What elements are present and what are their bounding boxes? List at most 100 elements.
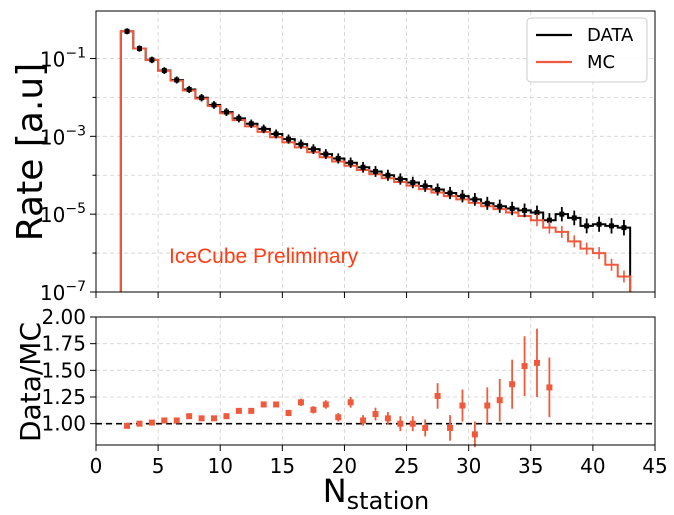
ratio-point-32 [521,363,528,370]
data-point-22 [397,176,403,182]
icecube-preliminary-annotation: IceCube Preliminary [169,245,359,268]
data-point-33 [534,210,540,216]
top-ytick-label-exp-3: −7 [65,279,86,295]
top-ytick-label-2: 10−5 [40,201,86,227]
top-ticks: 10−110−310−510−7 [40,45,656,305]
data-point-3 [161,68,167,74]
ratio-point-27 [459,402,466,409]
data-point-9 [236,115,242,121]
data-point-37 [584,223,590,229]
data-point-34 [546,217,552,223]
legend: DATA MC [526,17,648,83]
bottom-xtick-label-1: 5 [152,454,165,478]
data-point-20 [373,168,378,174]
ratio-point-4 [173,417,180,424]
ratio-point-7 [211,415,218,422]
ratio-point-13 [285,410,292,416]
top-ytick-label-1: 10−3 [40,123,86,149]
data-point-5 [186,86,192,92]
bottom-xtick-label-6: 30 [456,454,481,478]
data-point-30 [497,203,503,209]
bottom-plot-frame [95,316,656,446]
ratio-point-10 [248,407,255,414]
bottom-ytick-label-2: 1.50 [41,358,86,382]
data-point-11 [261,126,267,132]
ratio-point-29 [484,402,491,409]
data-point-13 [286,136,292,142]
data-point-14 [298,141,304,147]
data-point-26 [447,190,453,196]
data-point-29 [484,200,490,206]
bottom-grid [95,316,656,445]
data-point-24 [422,183,428,189]
ratio-point-26 [447,424,454,431]
top-plot-frame [95,10,656,293]
ratio-point-21 [384,415,391,422]
ratio-point-16 [322,401,329,408]
top-ytick-label-exp-0: −1 [65,45,86,61]
ratio-point-30 [496,397,503,404]
bottom-xtick-label-3: 15 [270,454,295,478]
data-point-21 [385,172,391,178]
data-point-0 [124,28,130,34]
bottom-ytick-label-4: 2.00 [41,305,86,329]
ratio-point-24 [422,424,429,431]
data-point-2 [149,57,155,63]
ratio-point-15 [310,406,317,413]
top-ylabel: Rate [a.u] [10,63,51,241]
xlabel-base: N [323,472,347,510]
data-point-7 [211,102,217,108]
data-point-32 [522,207,528,213]
bottom-xlabel: Nstation [323,472,430,515]
bottom-series [124,328,553,448]
data-point-40 [621,225,627,231]
ratio-point-19 [360,417,367,424]
bottom-ticks: 1.00 1.25 1.501.75 2.00 0 5 10 15 20 25 30 35 40 45 [41,305,667,478]
top-series [119,28,632,292]
bottom-ytick-label-3: 1.75 [41,332,86,356]
ratio-point-8 [223,413,230,420]
ratio-point-17 [335,414,342,421]
top-ytick-label-base-1: 10 [40,125,65,149]
ratio-point-33 [533,359,540,366]
data-point-4 [174,77,180,83]
top-ytick-label-0: 10−1 [40,45,86,71]
top-ytick-label-base-2: 10 [40,203,65,227]
bottom-xtick-label-9: 45 [642,454,667,478]
ratio-point-18 [347,399,354,406]
ratio-point-34 [546,384,553,391]
ratio-point-1 [136,420,143,427]
data-point-6 [199,95,205,101]
bottom-ylabel: Data/MC [14,322,47,442]
legend-data-label: DATA [587,25,634,46]
ratio-point-9 [235,407,242,414]
ratio-point-3 [161,417,168,424]
data-point-1 [136,46,142,52]
ratio-point-0 [124,422,131,429]
data-point-27 [459,193,465,199]
data-point-28 [472,196,478,202]
top-ytick-label-base-0: 10 [40,47,65,71]
bottom-xtick-label-0: 0 [90,454,103,478]
ratio-point-11 [260,401,267,408]
bottom-xtick-label-2: 10 [207,454,232,478]
ratio-point-22 [397,420,404,427]
ratio-point-5 [186,413,193,420]
bottom-xtick-label-8: 40 [580,454,605,478]
ratio-point-6 [198,415,205,422]
data-point-19 [360,164,366,170]
data-point-16 [323,151,329,157]
ratio-point-28 [471,431,478,438]
data-point-23 [410,180,416,186]
data-point-25 [435,187,441,193]
data-point-18 [348,160,354,166]
ratio-point-23 [409,420,416,427]
top-ytick-label-3: 10−7 [40,279,86,305]
bottom-ytick-label-1: 1.25 [41,385,86,409]
top-ytick-label-exp-1: −3 [65,123,86,139]
top-ytick-label-base-3: 10 [40,281,65,305]
ratio-point-14 [297,399,304,406]
top-ytick-label-exp-2: −5 [65,201,86,217]
data-point-10 [248,121,254,127]
